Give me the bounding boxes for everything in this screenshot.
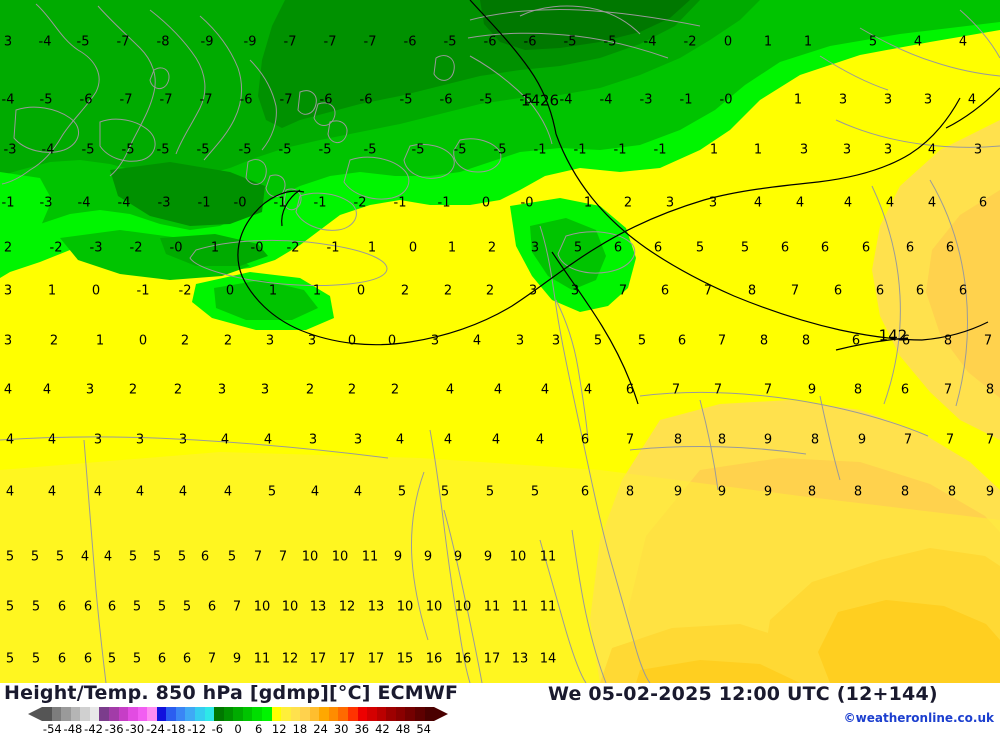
geopotential-contour-label: 142 (878, 326, 908, 345)
colorbar-swatch-30 (328, 707, 339, 721)
coastline-layer (0, 3, 1000, 683)
colorbar-swatch-22 (252, 707, 262, 721)
colorbar-swatch-36 (386, 707, 396, 721)
field-band-green-core3 (110, 162, 265, 226)
colorbar-tick: -36 (104, 722, 124, 733)
field-band-green-core2 (480, 0, 690, 50)
colorbar-swatch-16 (195, 707, 205, 721)
colorbar-swatch-13 (166, 707, 176, 721)
colorbar-swatch-9 (128, 707, 138, 721)
colorbar-swatch-3 (70, 707, 81, 721)
geopotential-contour-layer (237, 0, 1000, 405)
colorbar-swatch-37 (395, 707, 406, 721)
colorbar-swatch-6 (99, 707, 109, 721)
colorbar-swatch-38 (405, 707, 415, 721)
colorbar-swatch-32 (348, 707, 358, 721)
colorbar-swatch-14 (175, 707, 186, 721)
colorbar-tick: -24 (146, 722, 165, 733)
colorbar-swatch-35 (376, 707, 387, 721)
colorbar-swatch-23 (261, 707, 272, 721)
colorbar-tick-labels: -54 -48 -42 -36 -30 -24 -18 -12 -6 0 6 12 18 24 30 36 42… (42, 722, 434, 733)
colorbar-swatch-39 (414, 707, 425, 721)
colorbar-swatch-21 (242, 707, 253, 721)
colorbar-right-arrow (434, 707, 448, 721)
colorbar-swatch-29 (319, 707, 329, 721)
colorbar-tick: 54 (416, 722, 431, 733)
colorbar-swatch-24 (271, 707, 282, 721)
colorbar-tick: 24 (313, 722, 328, 733)
colorbar-tick: 18 (292, 722, 308, 733)
colorbar-swatch-17 (204, 707, 215, 721)
colorbar-tick: -42 (84, 722, 103, 733)
colorbar-swatch-34 (367, 707, 377, 721)
colorbar-swatch-40 (424, 707, 435, 721)
colorbar-swatch-31 (338, 707, 348, 721)
geopotential-contour-label: 1426 (520, 91, 560, 110)
colorbar-tick: 48 (395, 722, 411, 733)
weather-map-canvas[interactable]: 3 -4 -5 -7 -8 -9 -9 -7 -7 -7 -6 -5 -6 -6 -5 -5 -4 -2 0 1 1 5 4… (0, 0, 1000, 683)
colorbar-swatch-11 (147, 707, 157, 721)
colorbar-swatch-2 (61, 707, 71, 721)
colorbar-tick: 12 (271, 722, 287, 733)
copyright-credit: ©weatheronline.co.uk (843, 711, 994, 725)
colorbar-swatch-7 (108, 707, 119, 721)
colorbar-tick: -30 (125, 722, 145, 733)
map-field-svg (0, 0, 1000, 683)
colorbar-swatch-18 (214, 707, 224, 721)
colorbar-tick: -12 (187, 722, 207, 733)
colorbar-tick: 0 (234, 722, 242, 733)
colorbar-swatches (42, 707, 435, 721)
colorbar[interactable]: -54 -48 -42 -36 -30 -24 -18 -12 -6 0 6 12 18 24 30 36 42… (28, 707, 448, 733)
field-band-green-aegean2 (214, 280, 318, 320)
colorbar-swatch-8 (118, 707, 129, 721)
colorbar-swatch-15 (185, 707, 195, 721)
colorbar-swatch-1 (51, 707, 62, 721)
colorbar-tick: 30 (333, 722, 349, 733)
colorbar-tick: 36 (354, 722, 370, 733)
model-run-timestamp: We 05-02-2025 12:00 UTC (12+144) (548, 683, 938, 705)
colorbar-swatch-28 (309, 707, 320, 721)
colorbar-swatch-5 (89, 707, 100, 721)
colorbar-swatch-20 (233, 707, 243, 721)
map-footer: Height/Temp. 850 hPa [gdmp][°C] ECMWF We… (0, 682, 1000, 733)
field-band-green-core4 (60, 230, 250, 280)
colorbar-swatch-4 (80, 707, 90, 721)
colorbar-tick: 42 (375, 722, 390, 733)
colorbar-swatch-25 (281, 707, 291, 721)
colorbar-tick: -6 (211, 722, 224, 733)
colorbar-tick: 6 (254, 722, 263, 733)
map-title: Height/Temp. 850 hPa [gdmp][°C] ECMWF (4, 682, 459, 704)
colorbar-swatch-12 (156, 707, 167, 721)
field-band-green-levant2 (530, 218, 606, 290)
colorbar-swatch-10 (137, 707, 148, 721)
colorbar-swatch-33 (357, 707, 368, 721)
colorbar-tick: -54 (42, 722, 62, 733)
colorbar-tick: -48 (63, 722, 83, 733)
colorbar-swatch-0 (42, 707, 52, 721)
colorbar-left-arrow (28, 707, 42, 721)
colorbar-swatch-19 (223, 707, 234, 721)
field-band-green-westedge (0, 172, 52, 246)
colorbar-swatch-27 (300, 707, 310, 721)
colorbar-tick: -18 (166, 722, 186, 733)
field-band-warm-wash (0, 452, 1000, 683)
colorbar-swatch-26 (290, 707, 301, 721)
